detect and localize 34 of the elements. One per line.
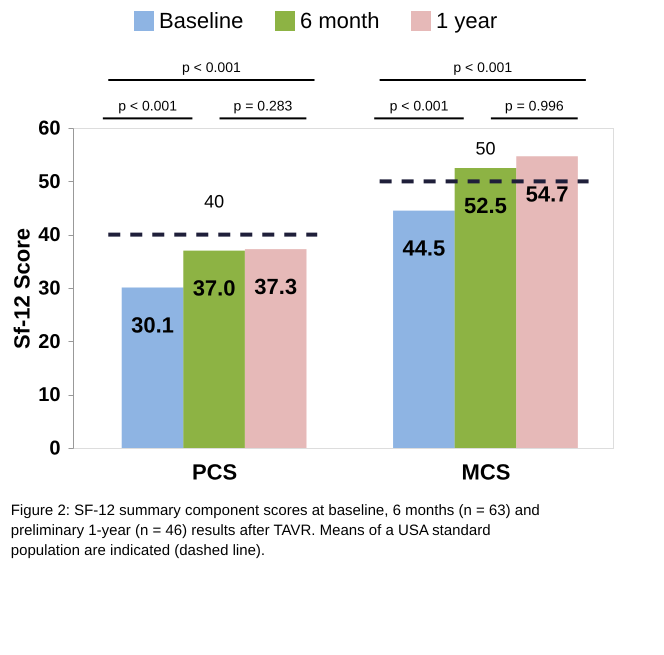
bar <box>393 210 455 448</box>
text: p < 0.001 <box>182 59 241 75</box>
data-label: 52.5 <box>464 193 507 218</box>
x-tick-label: PCS <box>192 460 238 484</box>
text: p < 0.001 <box>118 97 178 114</box>
data-label: 30.1 <box>131 312 174 338</box>
y-tick-label: 60 <box>38 118 60 140</box>
text: p = 0.996 <box>504 97 564 114</box>
text: p < 0.001 <box>453 59 512 75</box>
text: p < 0.001 <box>390 97 449 114</box>
legend-label: 6 month <box>300 8 380 33</box>
bar <box>183 250 245 448</box>
y-tick-label: 20 <box>38 330 60 353</box>
ref-line-label: 50 <box>475 138 496 158</box>
bar <box>244 249 307 448</box>
y-tick-label: 40 <box>38 224 60 246</box>
x-tick-label: MCS <box>462 460 510 484</box>
y-tick-label: 10 <box>38 384 60 406</box>
data-label: 54.7 <box>526 181 568 206</box>
y-tick-label: 50 <box>38 170 60 193</box>
y-axis-title: Sf-12 Score <box>9 228 34 350</box>
bar <box>454 168 516 448</box>
legend-label: Baseline <box>159 8 244 33</box>
y-tick-label: 30 <box>38 278 60 300</box>
bar <box>122 287 184 448</box>
data-label: 37.3 <box>254 274 298 300</box>
y-tick-label: 0 <box>49 438 60 460</box>
ref-line-label: 40 <box>204 192 224 212</box>
legend-label: 1 year <box>436 8 498 33</box>
data-label: 44.5 <box>402 236 446 261</box>
caption: Figure 2: SF-12 summary component scores at baseline, 6 months (n = 63) and preliminary 1-year (n = 46) results after TAVR. Means of a USA standard population are indicated (dashed line). <box>10 502 540 559</box>
data-label: 37.0 <box>192 276 236 301</box>
bar <box>516 156 578 448</box>
text: p = 0.283 <box>234 97 293 114</box>
